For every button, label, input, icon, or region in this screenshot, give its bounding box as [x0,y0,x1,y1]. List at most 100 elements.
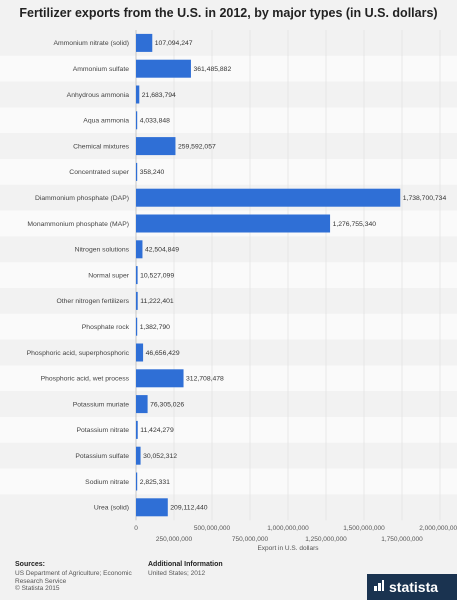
value-label: 209,112,440 [170,505,208,512]
x-tick-label: 1,750,000,000 [381,536,423,543]
value-label: 1,382,790 [140,324,170,331]
category-label: Phosphate rock [82,324,130,331]
row-band [0,288,457,314]
category-label: Potassium sulfate [75,453,129,460]
x-tick-label: 1,000,000,000 [267,525,309,532]
value-label: 1,738,700,734 [403,195,447,202]
bar[interactable] [136,240,143,259]
row-band [0,442,457,469]
value-label: 361,485,882 [193,66,231,73]
category-label: Chemical mixtures [73,143,129,150]
x-tick-label: 250,000,000 [156,536,193,543]
bar[interactable] [136,420,138,439]
category-label: Normal super [88,272,130,279]
value-label: 312,708,478 [186,376,224,383]
category-label: Ammonium sulfate [73,66,130,73]
x-tick-label: 750,000,000 [232,536,269,543]
value-label: 358,240 [140,169,165,176]
bar[interactable] [136,214,331,233]
row-bands [0,30,457,521]
value-label: 11,222,401 [140,298,174,305]
category-label: Nitrogen solutions [75,247,130,254]
value-label: 107,094,247 [155,40,193,47]
bar[interactable] [136,188,401,207]
category-label: Other nitrogen fertilizers [56,298,129,305]
bar[interactable] [136,137,176,156]
category-label: Phosphoric acid, superphosphoric [27,350,130,357]
x-tick-label: 1,250,000,000 [305,536,347,543]
value-label: 1,276,755,340 [333,221,377,228]
statista-logo[interactable]: statista [367,574,457,600]
x-axis-label: Export in U.S. dollars [257,545,319,552]
category-label: Diammonium phosphate (DAP) [35,195,129,202]
row-band [0,30,457,56]
category-label: Aqua ammonia [83,118,129,125]
sources-label: Sources: [15,561,45,568]
bar[interactable] [136,498,168,517]
bar[interactable] [136,162,138,181]
category-label: Concentrated super [69,169,129,176]
row-band [0,81,457,108]
bar[interactable] [136,33,153,52]
bar[interactable] [136,472,138,491]
row-band [0,417,457,443]
bar[interactable] [136,59,191,78]
row-band [0,55,457,82]
footer: Sources: US Department of Agriculture; E… [0,558,457,600]
value-label: 259,592,057 [178,143,216,150]
copyright-text: © Statista 2015 [15,585,60,592]
value-label: 42,504,849 [145,247,179,254]
value-label: 4,033,848 [140,118,170,125]
row-band [0,365,457,392]
x-tick-label: 2,000,000,000 [419,525,457,532]
chart-title: Fertilizer exports from the U.S. in 2012… [19,6,438,20]
row-band [0,468,457,495]
category-label: Urea (solid) [94,505,129,512]
additional-info-text: United States; 2012 [148,570,206,577]
category-label: Monammonium phosphate (MAP) [27,221,129,228]
statista-logo-icon [374,580,384,591]
bar-chart: Ammonium nitrate (solid) Ammonium sulfate… [0,30,457,553]
x-tick-label: 1,500,000,000 [343,525,385,532]
value-label: 21,683,794 [142,92,176,99]
category-label: Potassium nitrate [76,427,129,434]
row-band [0,159,457,185]
category-label: Ammonium nitrate (solid) [53,40,129,47]
row-band [0,236,457,263]
bar[interactable] [136,111,138,130]
category-label: Potassium muriate [73,401,130,408]
category-label: Anhydrous ammonia [67,92,130,99]
row-band [0,107,457,134]
category-label: Phosphoric acid, wet process [41,376,130,383]
bar[interactable] [136,343,144,362]
value-label: 76,305,026 [150,401,184,408]
sources-text: US Department of Agriculture; Economic R… [15,570,132,585]
value-label: 30,052,312 [143,453,177,460]
row-band [0,339,457,366]
value-label: 10,527,099 [140,272,174,279]
bar[interactable] [136,266,138,285]
x-tick-label: 500,000,000 [194,525,231,532]
row-band [0,262,457,288]
row-band [0,313,457,340]
bar[interactable] [136,317,138,336]
additional-info-label[interactable]: Additional Information [148,561,223,568]
category-labels: Ammonium nitrate (solid) Ammonium sulfate… [27,40,130,511]
bar[interactable] [136,85,140,104]
value-label: 2,825,331 [140,479,170,486]
value-label: 11,424,279 [140,427,174,434]
bar[interactable] [136,446,141,465]
row-band [0,494,457,521]
bar[interactable] [136,291,138,310]
bar[interactable] [136,369,184,388]
value-labels: 107,094,247 361,485,882 21,683,794 4,033,84… [140,40,447,511]
value-label: 46,656,429 [146,350,180,357]
x-tick-label: 0 [134,525,138,532]
row-band [0,133,457,159]
row-band [0,391,457,417]
brand-name: statista [389,579,439,595]
bars [136,33,401,517]
bar[interactable] [136,395,148,414]
category-label: Sodium nitrate [85,479,129,486]
